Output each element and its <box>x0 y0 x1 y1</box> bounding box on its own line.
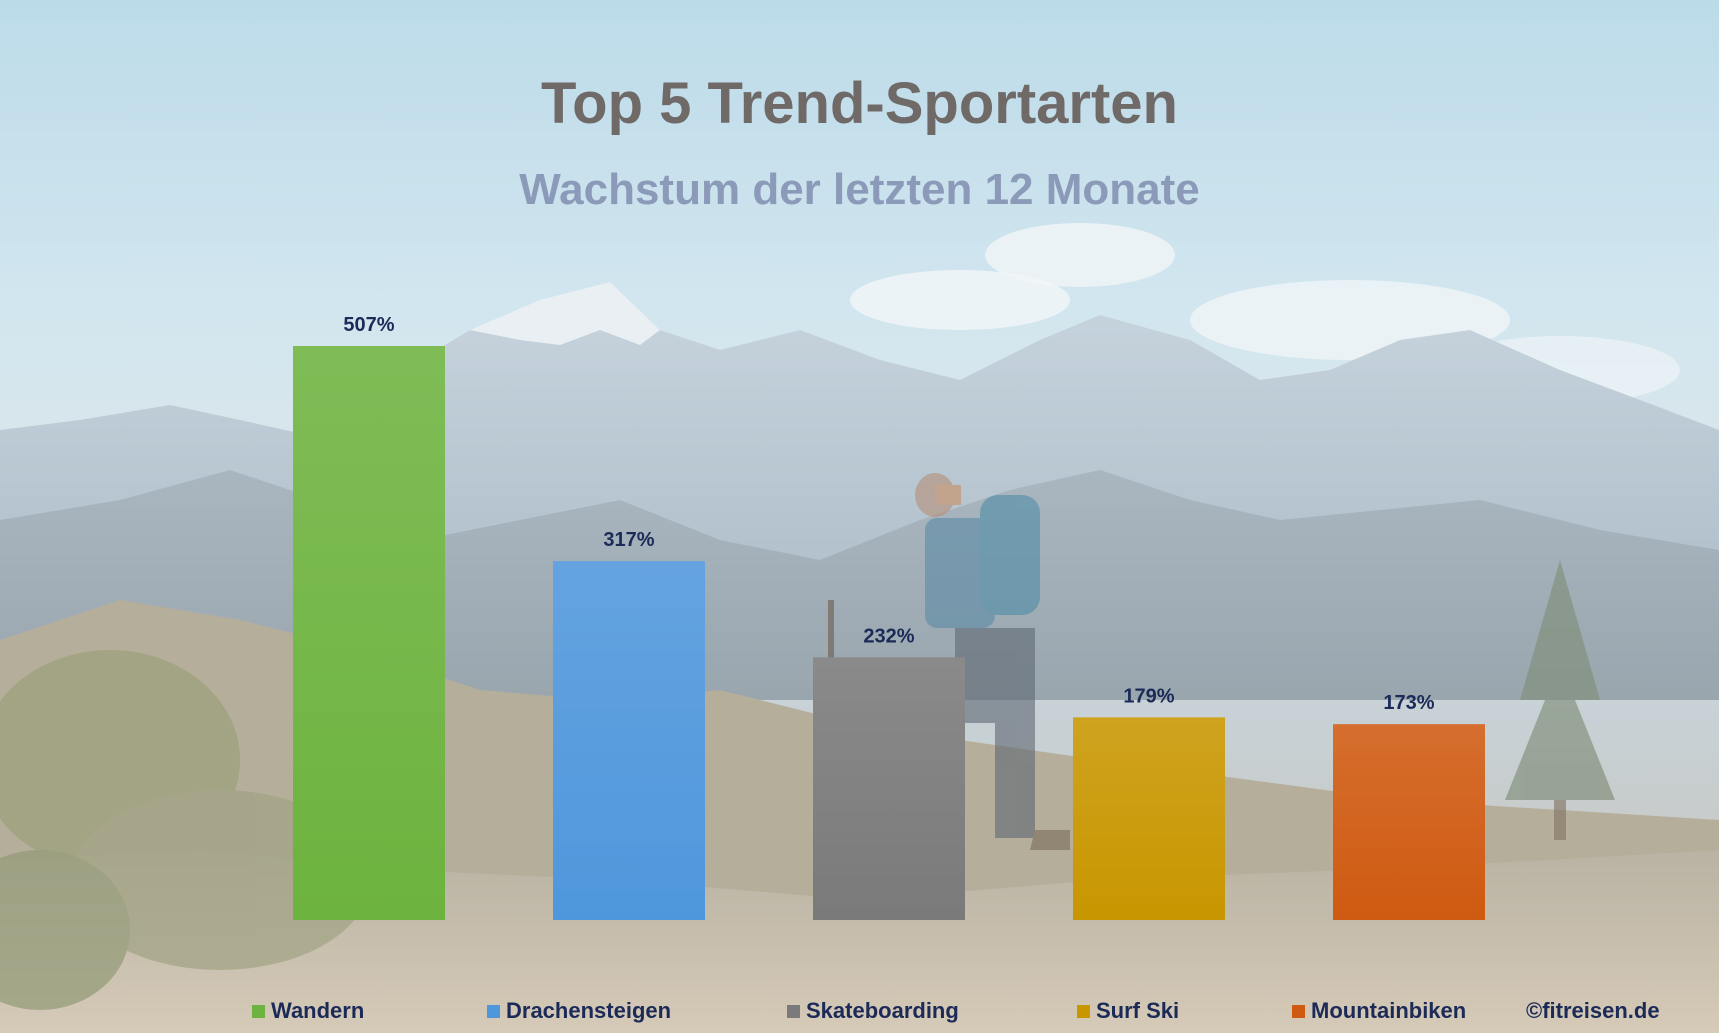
value-label-wandern: 507% <box>343 314 394 336</box>
legend-swatch-drachensteigen <box>487 1004 500 1018</box>
legend-item-drachensteigen: Drachensteigen <box>487 998 671 1024</box>
chart-title: Top 5 Trend-Sportarten <box>541 71 1178 136</box>
legend-label-drachensteigen: Drachensteigen <box>506 998 672 1023</box>
legend-label-surf-ski: Surf Ski <box>1096 998 1180 1023</box>
value-label-mountainbiken: 173% <box>1383 692 1434 714</box>
legend-label-skateboarding: Skateboarding <box>806 998 959 1023</box>
legend-swatch-surf-ski <box>1077 1004 1090 1018</box>
legend-item-wandern: Wandern <box>252 998 364 1024</box>
value-labels-group: 507% 317% 232% 179% 173% <box>343 314 1434 714</box>
legend-swatch-skateboarding <box>787 1004 800 1018</box>
value-label-drachensteigen: 317% <box>603 529 654 551</box>
value-label-surf-ski: 179% <box>1123 685 1174 707</box>
bars-group <box>293 346 1485 920</box>
bar-drachensteigen <box>553 561 705 920</box>
legend-label-wandern: Wandern <box>271 998 365 1023</box>
legend-swatch-wandern <box>252 1004 265 1018</box>
legend-item-surf-ski: Surf Ski <box>1077 998 1179 1024</box>
snow-peak <box>470 282 660 345</box>
bar-skateboarding <box>813 657 965 920</box>
legend-item-skateboarding: Skateboarding <box>787 998 959 1024</box>
pine-tree <box>1505 560 1615 840</box>
bar-surf-ski <box>1073 717 1225 920</box>
legend-item-mountainbiken: Mountainbiken <box>1292 998 1466 1024</box>
bar-wandern <box>293 346 445 920</box>
bar-mountainbiken <box>1333 724 1485 920</box>
legend-swatch-mountainbiken <box>1292 1004 1305 1018</box>
chart-subtitle: Wachstum der letzten 12 Monate <box>519 165 1200 214</box>
legend: Wandern Drachensteigen Skateboarding Sur… <box>0 998 1719 1028</box>
copyright-credit: ©fitreisen.de <box>1526 998 1660 1023</box>
legend-label-mountainbiken: Mountainbiken <box>1311 998 1467 1023</box>
value-label-skateboarding: 232% <box>863 625 914 647</box>
